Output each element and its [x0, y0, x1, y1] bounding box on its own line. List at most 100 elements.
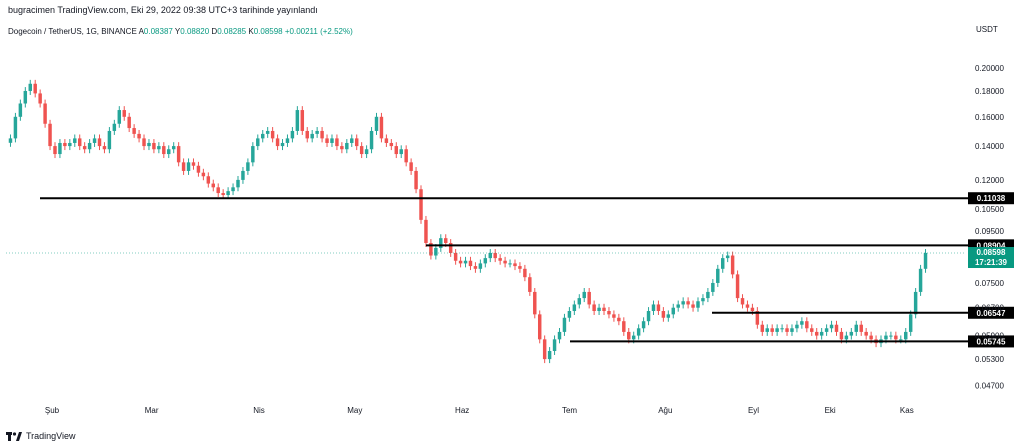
- open-label: A: [138, 27, 144, 36]
- candle-body: [241, 170, 245, 180]
- candle-body: [43, 103, 47, 124]
- candle-body: [735, 274, 740, 299]
- candle-body: [508, 263, 512, 265]
- candle-body: [424, 219, 428, 243]
- candle-body: [364, 149, 369, 155]
- candle-body: [48, 123, 52, 147]
- candle-body: [631, 335, 636, 340]
- level-value: 0.08904: [977, 241, 1006, 250]
- candle-body: [13, 116, 18, 139]
- change-value: +0.00211 (+2.52%): [284, 27, 353, 36]
- candle-body: [859, 324, 863, 332]
- candle-body: [725, 255, 730, 259]
- candle-body: [157, 146, 161, 150]
- candle-body: [389, 142, 394, 147]
- candle-body: [310, 133, 314, 139]
- candle-body: [854, 324, 859, 332]
- candle-body: [805, 321, 809, 329]
- x-tick-label: Eyl: [748, 406, 759, 415]
- candle-body: [706, 291, 710, 299]
- candle-body: [923, 252, 928, 269]
- countdown-timer: 17:21:39: [975, 258, 1008, 267]
- candle-body: [750, 307, 755, 312]
- candle-body: [142, 138, 146, 147]
- candle-body: [439, 238, 443, 248]
- candle-body: [211, 183, 215, 188]
- y-tick-label: 0.14000: [975, 142, 1004, 151]
- candle-body: [913, 291, 918, 315]
- candle-body: [908, 314, 913, 332]
- candle-body: [265, 130, 270, 134]
- candle-body: [171, 146, 176, 150]
- candle-body: [716, 268, 720, 283]
- candle-body: [315, 130, 319, 134]
- candle-body: [305, 130, 309, 139]
- high-label: Y: [174, 27, 181, 36]
- low-value: 0.08285: [217, 27, 247, 36]
- candle-body: [597, 307, 601, 312]
- candle-body: [904, 331, 908, 340]
- candle-body: [340, 146, 344, 150]
- candle-body: [666, 314, 671, 318]
- symbol-name[interactable]: Dogecoin / TetherUS, 1G, BINANCE: [8, 27, 137, 36]
- candle-body: [587, 291, 591, 305]
- candle-body: [38, 93, 42, 104]
- candle-body: [350, 138, 354, 143]
- candle-body: [572, 304, 577, 312]
- candle-body: [567, 311, 572, 318]
- candle-body: [740, 298, 745, 305]
- candle-body: [18, 103, 23, 117]
- x-tick-label: Kas: [900, 406, 914, 415]
- high-value: 0.08820: [180, 27, 210, 36]
- candle-body: [562, 317, 567, 332]
- candle-body: [325, 138, 329, 143]
- y-tick-label: 0.10500: [975, 205, 1004, 214]
- y-tick-label: 0.04700: [975, 381, 1004, 390]
- candle-body: [330, 138, 334, 143]
- candle-body: [409, 162, 413, 171]
- horizontal-levels[interactable]: 0.11038 0.08904 0.06547 0.05745: [40, 192, 1014, 348]
- candle-body: [557, 331, 562, 340]
- candle-body: [834, 324, 839, 332]
- y-tick-label: 0.20000: [975, 64, 1004, 73]
- candle-body: [107, 130, 112, 150]
- candle-body: [399, 149, 403, 155]
- close-label: K: [248, 27, 254, 36]
- candle-body: [894, 335, 898, 340]
- candle-body: [320, 130, 324, 139]
- candle-body: [478, 263, 483, 269]
- candle-body: [261, 133, 265, 139]
- candle-body: [196, 165, 201, 173]
- candle-body: [236, 179, 240, 188]
- tradingview-logo[interactable]: TradingView: [6, 429, 76, 443]
- level-badge: [968, 335, 1014, 348]
- publish-header: bugracimen TradingView.com, Eki 29, 2022…: [0, 0, 1024, 18]
- candle-body: [181, 162, 186, 171]
- candle-body: [577, 298, 582, 305]
- candle-body: [528, 277, 532, 292]
- candle-body: [691, 304, 695, 308]
- price-chart[interactable]: 0.11038 0.08904 0.06547 0.05745 0.04700 0.05…: [0, 0, 1024, 428]
- candle-body: [201, 172, 206, 177]
- candle-body: [345, 142, 349, 150]
- candle-body: [533, 291, 537, 315]
- y-tick-label: 0.16000: [975, 113, 1004, 122]
- candle-body: [58, 142, 62, 155]
- candle-body: [468, 260, 473, 267]
- candle-body: [775, 328, 779, 332]
- candle-body: [256, 138, 260, 147]
- candle-body: [810, 328, 814, 332]
- candle-body: [765, 328, 769, 332]
- y-tick-label: 0.09500: [975, 227, 1004, 236]
- last-price-badge: [968, 247, 1014, 269]
- last-price-value: 0.08598: [977, 248, 1006, 257]
- candle-body: [33, 83, 37, 94]
- candle-body: [216, 187, 220, 194]
- time-axis[interactable]: Şub Mar Nis May Haz Tem Ağu Eyl Eki Kas: [45, 406, 914, 415]
- candle-body: [414, 170, 418, 190]
- price-axis[interactable]: 0.04700 0.05300 0.05900 0.06700 0.07500 0.085…: [968, 64, 1014, 391]
- candle-body: [127, 116, 131, 129]
- candle-body: [63, 142, 67, 147]
- close-value: 0.08598: [253, 27, 283, 36]
- candle-body: [701, 298, 705, 302]
